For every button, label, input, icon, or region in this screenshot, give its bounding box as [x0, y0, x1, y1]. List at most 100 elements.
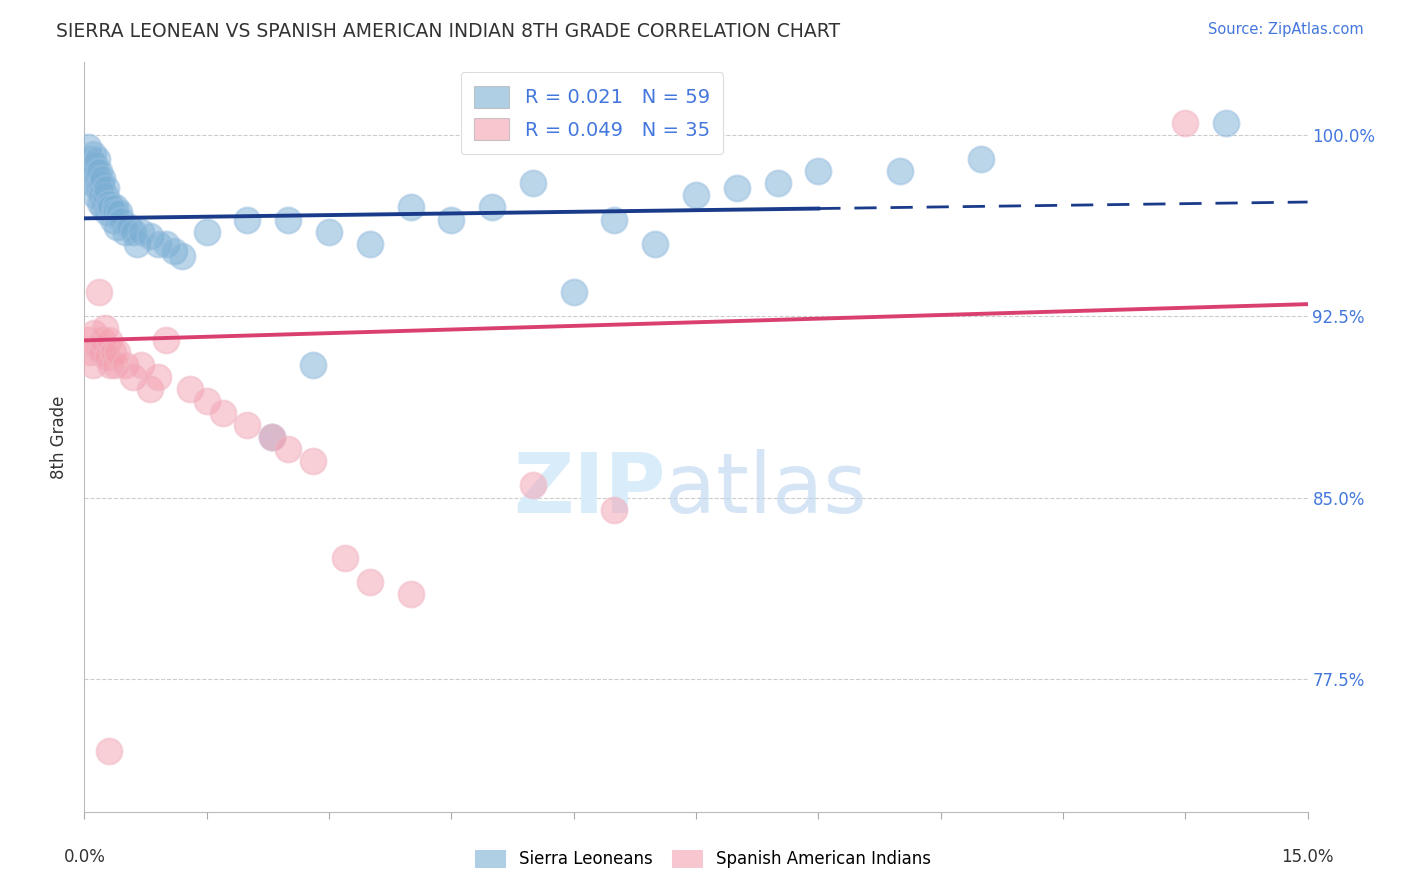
Point	[236, 212, 259, 227]
Point	[122, 369, 145, 384]
Point	[77, 334, 100, 348]
Point	[86, 152, 108, 166]
Point	[86, 341, 108, 355]
Legend: Sierra Leoneans, Spanish American Indians: Sierra Leoneans, Spanish American Indian…	[468, 843, 938, 875]
Point	[522, 176, 544, 190]
Point	[522, 478, 544, 492]
Point	[82, 147, 104, 161]
Point	[131, 358, 153, 372]
Point	[100, 358, 122, 372]
Point	[91, 201, 114, 215]
Point	[84, 188, 107, 202]
Point	[79, 152, 101, 166]
Point	[114, 358, 136, 372]
Point	[138, 382, 160, 396]
Point	[644, 236, 666, 251]
Point	[93, 321, 115, 335]
Point	[685, 188, 707, 202]
Point	[96, 205, 118, 219]
Point	[91, 334, 114, 348]
Point	[86, 171, 108, 186]
Text: SIERRA LEONEAN VS SPANISH AMERICAN INDIAN 8TH GRADE CORRELATION CHART: SIERRA LEONEAN VS SPANISH AMERICAN INDIA…	[56, 22, 841, 41]
Point	[131, 225, 153, 239]
Point	[172, 249, 194, 263]
Point	[87, 164, 110, 178]
Point	[97, 744, 120, 758]
Point	[277, 442, 299, 457]
Point	[96, 181, 118, 195]
Point	[155, 236, 177, 251]
Point	[83, 157, 105, 171]
Point	[96, 351, 118, 365]
Point	[82, 176, 104, 190]
Point	[107, 205, 129, 219]
Text: ZIP: ZIP	[513, 449, 665, 530]
Point	[889, 164, 911, 178]
Point	[105, 219, 128, 234]
Point	[104, 358, 127, 372]
Point	[335, 550, 357, 565]
Point	[399, 201, 422, 215]
Point	[260, 430, 283, 444]
Point	[146, 369, 169, 384]
Point	[212, 406, 235, 420]
Point	[970, 152, 993, 166]
Point	[83, 326, 105, 340]
Point	[80, 345, 103, 359]
Point	[1215, 116, 1237, 130]
Point	[127, 236, 149, 251]
Point	[277, 212, 299, 227]
Point	[146, 236, 169, 251]
Point	[103, 201, 125, 215]
Point	[301, 358, 323, 372]
Point	[104, 205, 127, 219]
Point	[359, 575, 381, 590]
Y-axis label: 8th Grade: 8th Grade	[51, 395, 69, 479]
Point	[318, 225, 340, 239]
Point	[725, 181, 748, 195]
Text: Source: ZipAtlas.com: Source: ZipAtlas.com	[1208, 22, 1364, 37]
Point	[122, 225, 145, 239]
Text: 0.0%: 0.0%	[63, 848, 105, 866]
Point	[399, 587, 422, 601]
Point	[562, 285, 585, 299]
Point	[89, 195, 111, 210]
Point	[603, 212, 626, 227]
Point	[105, 345, 128, 359]
Point	[84, 164, 107, 178]
Point	[77, 140, 100, 154]
Point	[90, 176, 112, 190]
Point	[1174, 116, 1197, 130]
Text: atlas: atlas	[665, 449, 868, 530]
Point	[100, 201, 122, 215]
Point	[481, 201, 503, 215]
Point	[82, 358, 104, 372]
Point	[260, 430, 283, 444]
Point	[301, 454, 323, 468]
Point	[440, 212, 463, 227]
Point	[359, 236, 381, 251]
Point	[195, 393, 218, 408]
Point	[114, 225, 136, 239]
Point	[93, 188, 115, 202]
Point	[90, 188, 112, 202]
Point	[138, 229, 160, 244]
Point	[766, 176, 789, 190]
Point	[603, 502, 626, 516]
Point	[91, 171, 114, 186]
Point	[90, 345, 112, 359]
Point	[179, 382, 201, 396]
Legend: R = 0.021   N = 59, R = 0.049   N = 35: R = 0.021 N = 59, R = 0.049 N = 35	[461, 72, 724, 154]
Point	[87, 285, 110, 299]
Point	[110, 212, 132, 227]
Point	[101, 212, 124, 227]
Point	[97, 195, 120, 210]
Point	[163, 244, 186, 258]
Point	[807, 164, 830, 178]
Point	[155, 334, 177, 348]
Text: 15.0%: 15.0%	[1281, 848, 1334, 866]
Point	[87, 181, 110, 195]
Point	[101, 345, 124, 359]
Point	[80, 164, 103, 178]
Point	[97, 334, 120, 348]
